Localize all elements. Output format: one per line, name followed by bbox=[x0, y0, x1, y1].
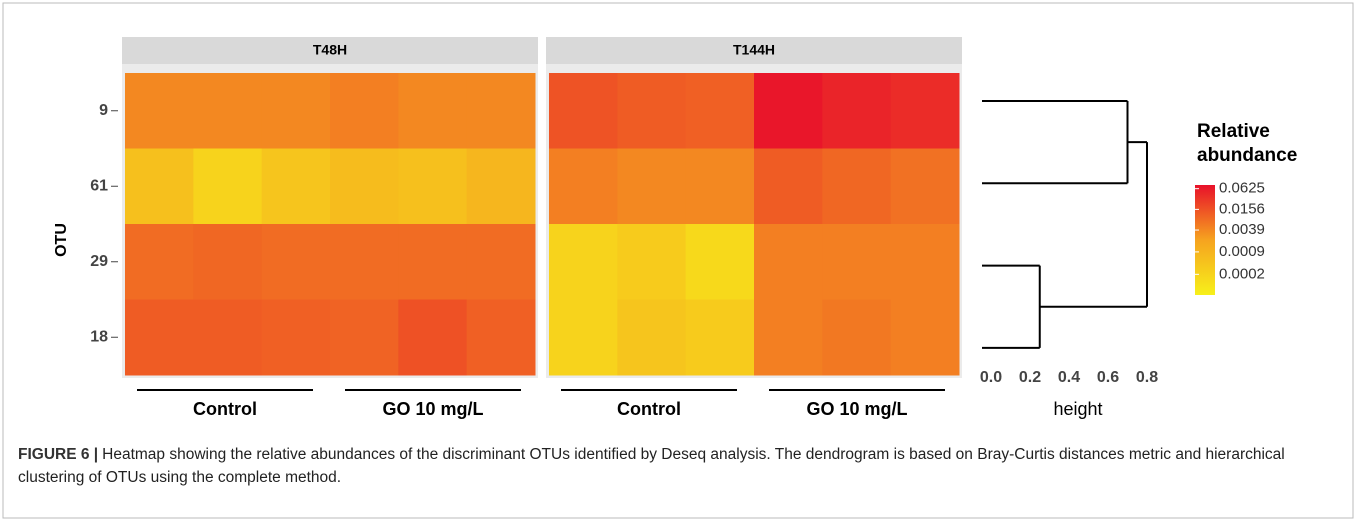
heatmap-cell bbox=[890, 224, 960, 300]
heatmap-cell bbox=[330, 148, 399, 225]
heatmap-cell bbox=[330, 299, 399, 376]
group-label: GO 10 mg/L bbox=[806, 399, 907, 419]
colorbar-tick-label: 0.0156 bbox=[1219, 200, 1265, 217]
heatmap-cell bbox=[330, 224, 399, 300]
y-tick-label: 18 bbox=[90, 328, 108, 345]
heatmap-cell bbox=[685, 299, 755, 376]
colorbar-tick-label: 0.0039 bbox=[1219, 221, 1265, 238]
heatmap-cell bbox=[193, 73, 263, 149]
caption-label: FIGURE 6 | bbox=[18, 446, 99, 463]
heatmap-cell bbox=[685, 148, 755, 225]
panel-strip bbox=[546, 37, 962, 64]
heatmap-cell bbox=[685, 224, 755, 300]
dendrogram-axis-label: height bbox=[1053, 399, 1102, 419]
heatmap-cell bbox=[193, 224, 263, 300]
panel-title: T144H bbox=[733, 42, 775, 58]
heatmap-cell bbox=[822, 224, 892, 300]
heatmap-cell bbox=[617, 224, 687, 300]
heatmap-cell bbox=[549, 73, 618, 149]
heatmap-cell bbox=[890, 148, 960, 225]
group-label: Control bbox=[193, 399, 257, 419]
heatmap-cell bbox=[617, 148, 687, 225]
y-tick-label: 29 bbox=[90, 253, 108, 270]
heatmap-cell bbox=[822, 299, 892, 376]
heatmap-cell bbox=[193, 148, 263, 225]
heatmap-cell bbox=[398, 73, 468, 149]
heatmap-cell bbox=[261, 73, 331, 149]
group-label: GO 10 mg/L bbox=[382, 399, 483, 419]
heatmap-cell bbox=[261, 299, 331, 376]
heatmap-cell bbox=[466, 224, 536, 300]
heatmap-cell bbox=[754, 73, 823, 149]
y-tick-label: 61 bbox=[90, 177, 108, 194]
caption-text: Heatmap showing the relative abundances … bbox=[18, 446, 1285, 486]
heatmap-cell bbox=[754, 148, 823, 225]
heatmap-cell bbox=[549, 299, 618, 376]
heatmap-cell bbox=[261, 224, 331, 300]
heatmap-cell bbox=[549, 148, 618, 225]
heatmap-cell bbox=[125, 148, 194, 225]
x-tick-label: 0.4 bbox=[1058, 369, 1080, 386]
heatmap-cell bbox=[261, 148, 331, 225]
legend-title: Relative abundance bbox=[1197, 121, 1298, 166]
heatmap-cell bbox=[890, 299, 960, 376]
colorbar-tick-label: 0.0625 bbox=[1219, 180, 1265, 197]
heatmap-cell bbox=[822, 73, 892, 149]
y-tick-label: 9 bbox=[99, 102, 108, 119]
x-tick-label: 0.6 bbox=[1097, 369, 1119, 386]
heatmap-cell bbox=[193, 299, 263, 376]
heatmap-cell bbox=[466, 299, 536, 376]
x-tick-label: 0.8 bbox=[1136, 369, 1158, 386]
colorbar bbox=[1195, 185, 1215, 295]
heatmap-cell bbox=[398, 299, 468, 376]
colorbar-tick-label: 0.0009 bbox=[1219, 243, 1265, 260]
heatmap-cell bbox=[617, 299, 687, 376]
heatmap-cell bbox=[466, 148, 536, 225]
heatmap-cell bbox=[754, 224, 823, 300]
heatmap-cell bbox=[617, 73, 687, 149]
heatmap-cell bbox=[822, 148, 892, 225]
heatmap-cell bbox=[549, 224, 618, 300]
x-tick-label: 0.0 bbox=[980, 369, 1002, 386]
panel-strip bbox=[122, 37, 538, 64]
heatmap-cell bbox=[890, 73, 960, 149]
heatmap-cell bbox=[685, 73, 755, 149]
y-axis-label: OTU bbox=[53, 223, 70, 257]
heatmap-cell bbox=[330, 73, 399, 149]
heatmap-cell bbox=[125, 224, 194, 300]
heatmap-cell bbox=[125, 73, 194, 149]
colorbar-tick-label: 0.0002 bbox=[1219, 265, 1265, 282]
heatmap-cell bbox=[466, 73, 536, 149]
heatmap-cell bbox=[398, 224, 468, 300]
heatmap-cell bbox=[398, 148, 468, 225]
heatmap-cell bbox=[125, 299, 194, 376]
panel-title: T48H bbox=[313, 42, 347, 58]
x-tick-label: 0.2 bbox=[1019, 369, 1041, 386]
caption: FIGURE 6 | Heatmap showing the relative a… bbox=[18, 443, 1338, 489]
group-label: Control bbox=[617, 399, 681, 419]
heatmap-cell bbox=[754, 299, 823, 376]
